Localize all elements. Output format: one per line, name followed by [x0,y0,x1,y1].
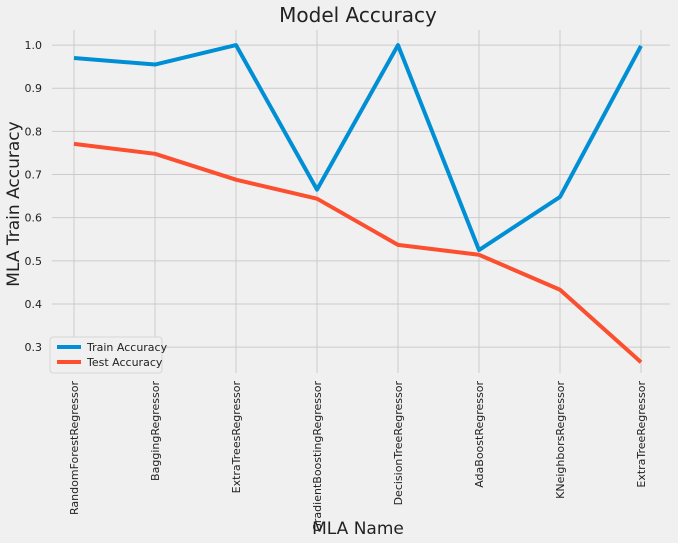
series-layer [73,43,643,364]
x-tick-label: GradientBoostingRegressor [311,381,324,532]
y-tick-label: 0.7 [25,169,43,182]
train-accuracy-line [73,43,643,253]
x-tick-label: KNeighborsRegressor [554,381,567,499]
x-tick-label: BaggingRegressor [149,381,162,481]
test-accuracy-line [73,141,643,364]
y-tick-label: 0.9 [25,82,43,95]
x-axis-ticks: RandomForestRegressor BaggingRegressor Ext… [68,381,648,532]
x-tick-label: AdaBoostRegressor [473,381,486,488]
chart-title: Model Accuracy [279,3,437,27]
legend: Train Accuracy Test Accuracy [49,336,168,374]
y-axis-ticks: 0.3 0.4 0.5 0.6 0.7 0.8 0.9 1.0 [25,39,43,354]
y-tick-label: 0.6 [25,212,43,225]
x-axis-label: MLA Name [312,519,404,539]
y-tick-label: 0.5 [25,255,43,268]
y-tick-label: 0.4 [25,298,43,311]
legend-label-test: Test Accuracy [86,356,163,369]
grid-layer [52,30,670,373]
y-tick-label: 0.8 [25,125,43,138]
x-tick-label: DecisionTreeRegressor [392,381,405,506]
x-tick-label: RandomForestRegressor [68,381,81,515]
x-tick-label: ExtraTreeRegressor [635,381,648,488]
legend-label-train: Train Accuracy [86,341,168,354]
y-tick-label: 1.0 [25,39,43,52]
y-axis-label: MLA Train Accuracy [4,121,24,286]
x-tick-label: ExtraTreesRegressor [230,381,243,494]
y-tick-label: 0.3 [25,341,43,354]
